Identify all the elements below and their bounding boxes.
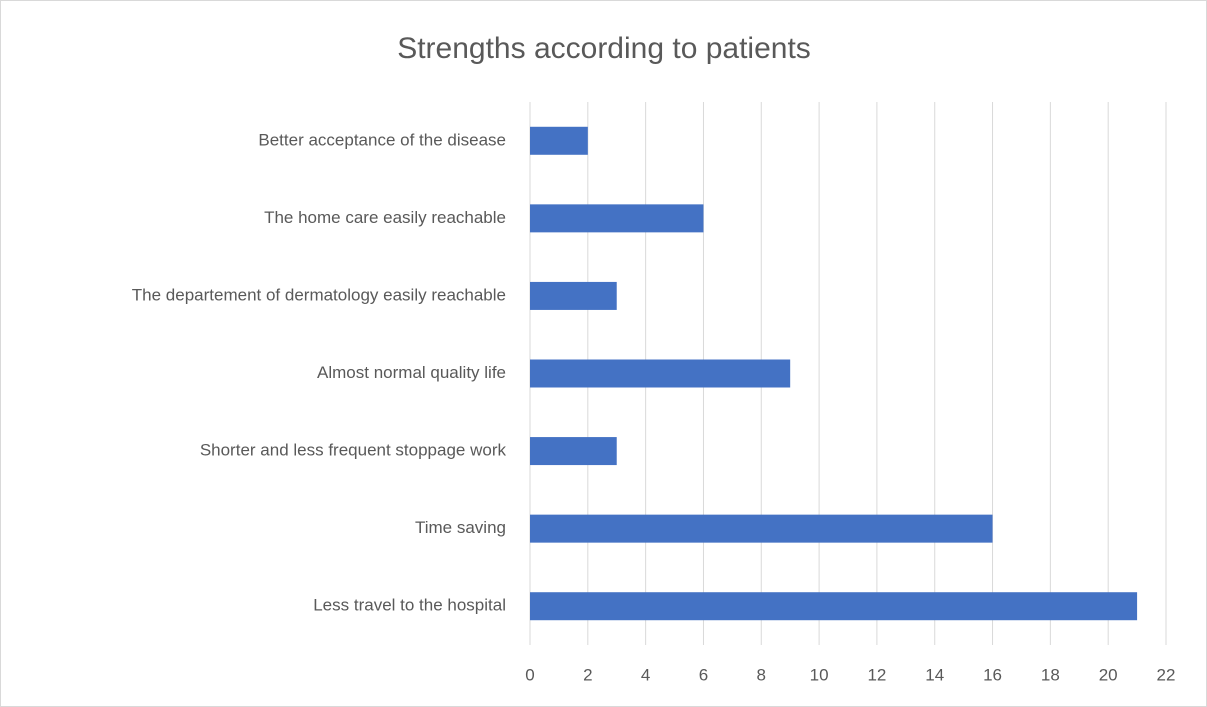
x-tick-label: 8 xyxy=(757,665,766,684)
x-tick-label: 2 xyxy=(583,665,592,684)
bar xyxy=(530,204,704,233)
x-tick-label: 12 xyxy=(867,665,886,684)
y-tick-label: The home care easily reachable xyxy=(264,208,506,227)
x-tick-label: 10 xyxy=(810,665,829,684)
bar xyxy=(530,126,588,155)
y-tick-label: Shorter and less frequent stoppage work xyxy=(200,441,507,460)
chart-title: Strengths according to patients xyxy=(397,32,811,65)
x-tick-label: 6 xyxy=(699,665,708,684)
y-tick-label: Better acceptance of the disease xyxy=(258,130,506,149)
x-tick-label: 0 xyxy=(525,665,534,684)
y-tick-label: Almost normal quality life xyxy=(317,363,506,382)
y-tick-label: The departement of dermatology easily re… xyxy=(132,285,506,304)
bar xyxy=(530,359,791,388)
bar xyxy=(530,437,617,466)
bar xyxy=(530,281,617,310)
bar xyxy=(530,514,993,543)
x-tick-label: 16 xyxy=(983,665,1002,684)
x-tick-label: 4 xyxy=(641,665,650,684)
x-tick-label: 20 xyxy=(1099,665,1118,684)
x-tick-label: 18 xyxy=(1041,665,1060,684)
y-tick-label: Less travel to the hospital xyxy=(313,596,506,615)
y-tick-label: Time saving xyxy=(415,518,506,537)
x-tick-label: 22 xyxy=(1157,665,1176,684)
bar xyxy=(530,592,1138,621)
x-tick-label: 14 xyxy=(925,665,944,684)
